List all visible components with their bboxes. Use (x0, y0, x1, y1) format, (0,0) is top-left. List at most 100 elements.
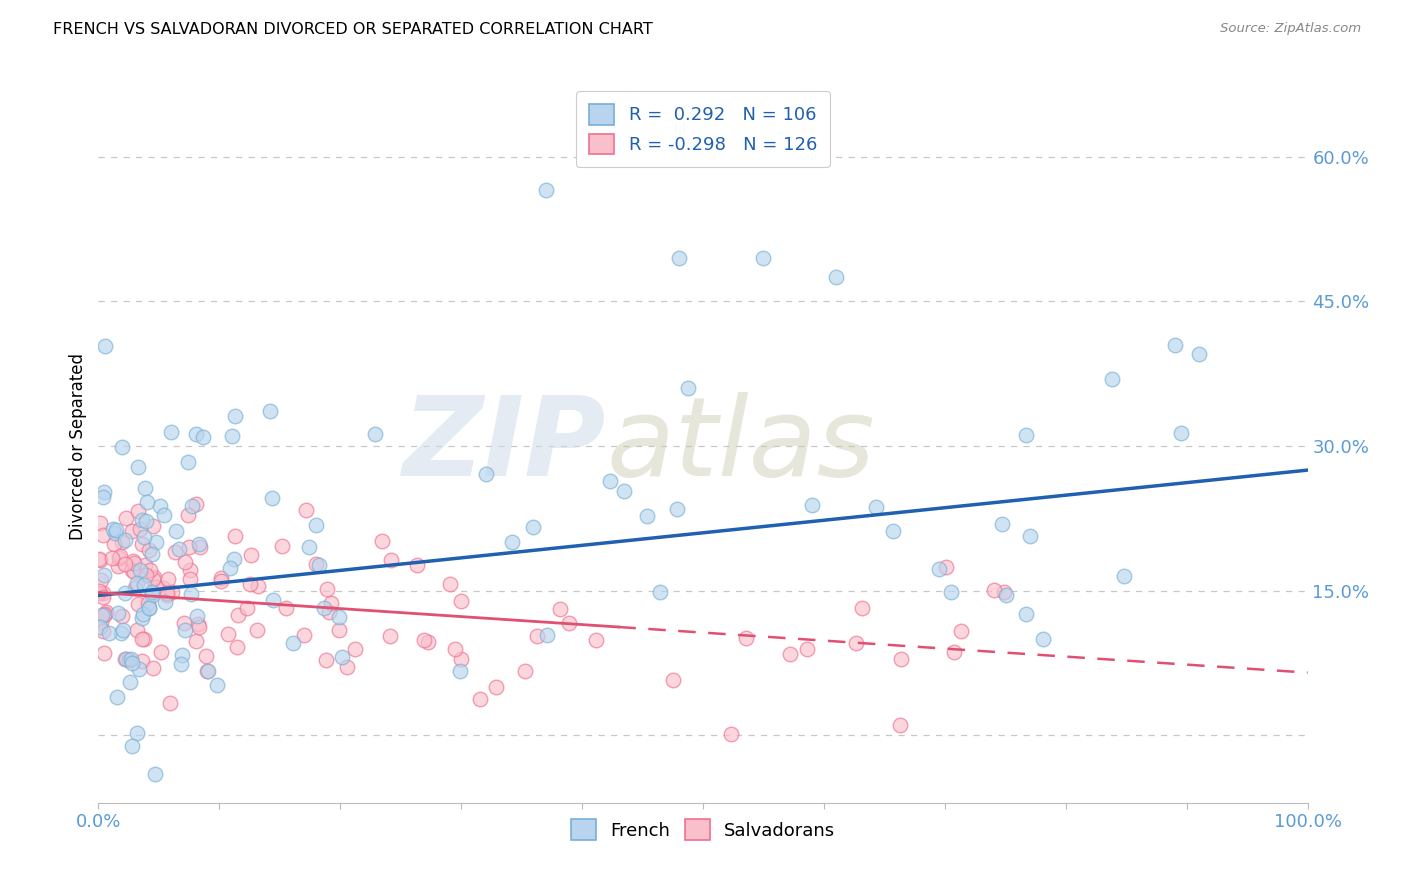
Point (111, 608, 134, 623)
Point (142, 572, 165, 586)
Point (406, 558, 429, 573)
Point (142, 518, 165, 533)
Point (328, 623, 350, 637)
Point (121, 524, 143, 538)
Point (149, 499, 172, 513)
Point (141, 589, 163, 603)
Point (132, 607, 155, 621)
Point (188, 541, 211, 555)
Point (96, 605, 118, 619)
Point (165, 545, 187, 559)
Point (187, 617, 209, 632)
Point (94, 607, 117, 621)
Point (889, 718, 911, 732)
Point (1101, 372, 1123, 386)
Point (145, 580, 167, 594)
Point (118, 675, 141, 690)
Point (138, 601, 160, 615)
Point (890, 652, 912, 666)
Point (295, 502, 318, 516)
Point (319, 596, 342, 610)
Point (548, 602, 571, 616)
Point (141, 547, 163, 561)
Point (180, 587, 202, 601)
Point (1015, 428, 1038, 442)
Point (522, 519, 544, 533)
Point (184, 633, 207, 648)
Point (87, 586, 110, 600)
Point (239, 577, 262, 591)
Point (107, 690, 129, 705)
Point (994, 588, 1017, 602)
Point (131, 632, 153, 647)
Point (475, 467, 498, 482)
Point (247, 579, 270, 593)
Point (177, 455, 200, 469)
Point (224, 529, 246, 543)
Point (136, 494, 159, 508)
Point (418, 634, 440, 648)
Point (114, 511, 136, 525)
Point (343, 641, 366, 656)
Point (526, 629, 548, 643)
Point (111, 440, 134, 454)
Point (138, 543, 160, 558)
Point (752, 251, 775, 265)
Point (170, 657, 193, 672)
Point (114, 557, 136, 571)
Point (221, 429, 243, 443)
Point (174, 555, 197, 569)
Point (224, 552, 246, 566)
Point (370, 534, 392, 549)
Point (470, 692, 492, 706)
Point (439, 576, 461, 591)
Point (107, 607, 129, 621)
Point (177, 508, 200, 522)
Point (262, 593, 284, 607)
Point (1019, 529, 1042, 543)
Point (87, 584, 110, 599)
Point (93, 528, 115, 542)
Point (217, 627, 239, 641)
Point (170, 648, 193, 662)
Point (735, 631, 758, 645)
Legend: French, Salvadorans: French, Salvadorans (564, 812, 842, 847)
Text: Source: ZipAtlas.com: Source: ZipAtlas.com (1220, 22, 1361, 36)
Point (101, 550, 124, 565)
Point (219, 561, 242, 575)
Point (127, 459, 149, 474)
Point (134, 578, 156, 592)
Point (315, 653, 337, 667)
Point (485, 681, 508, 695)
Point (851, 601, 873, 615)
Point (845, 636, 868, 650)
Point (636, 508, 658, 523)
Point (87, 551, 110, 566)
Point (89, 516, 111, 530)
Point (318, 605, 340, 619)
Point (599, 474, 621, 488)
Point (941, 585, 963, 599)
Point (134, 558, 156, 572)
Point (110, 626, 132, 640)
Point (983, 582, 1005, 597)
Point (125, 576, 148, 591)
Point (156, 586, 179, 600)
Point (93, 484, 115, 499)
Point (121, 739, 143, 753)
Point (136, 596, 159, 610)
Point (305, 557, 328, 571)
Point (160, 425, 183, 439)
Point (865, 500, 887, 515)
Point (94, 339, 117, 353)
Point (991, 517, 1014, 532)
Point (513, 665, 536, 679)
Text: ZIP: ZIP (402, 392, 606, 500)
Point (226, 640, 249, 655)
Point (800, 499, 823, 513)
Point (93, 490, 115, 504)
Point (143, 767, 166, 781)
Point (444, 642, 467, 657)
Point (150, 645, 173, 659)
Point (111, 535, 134, 549)
